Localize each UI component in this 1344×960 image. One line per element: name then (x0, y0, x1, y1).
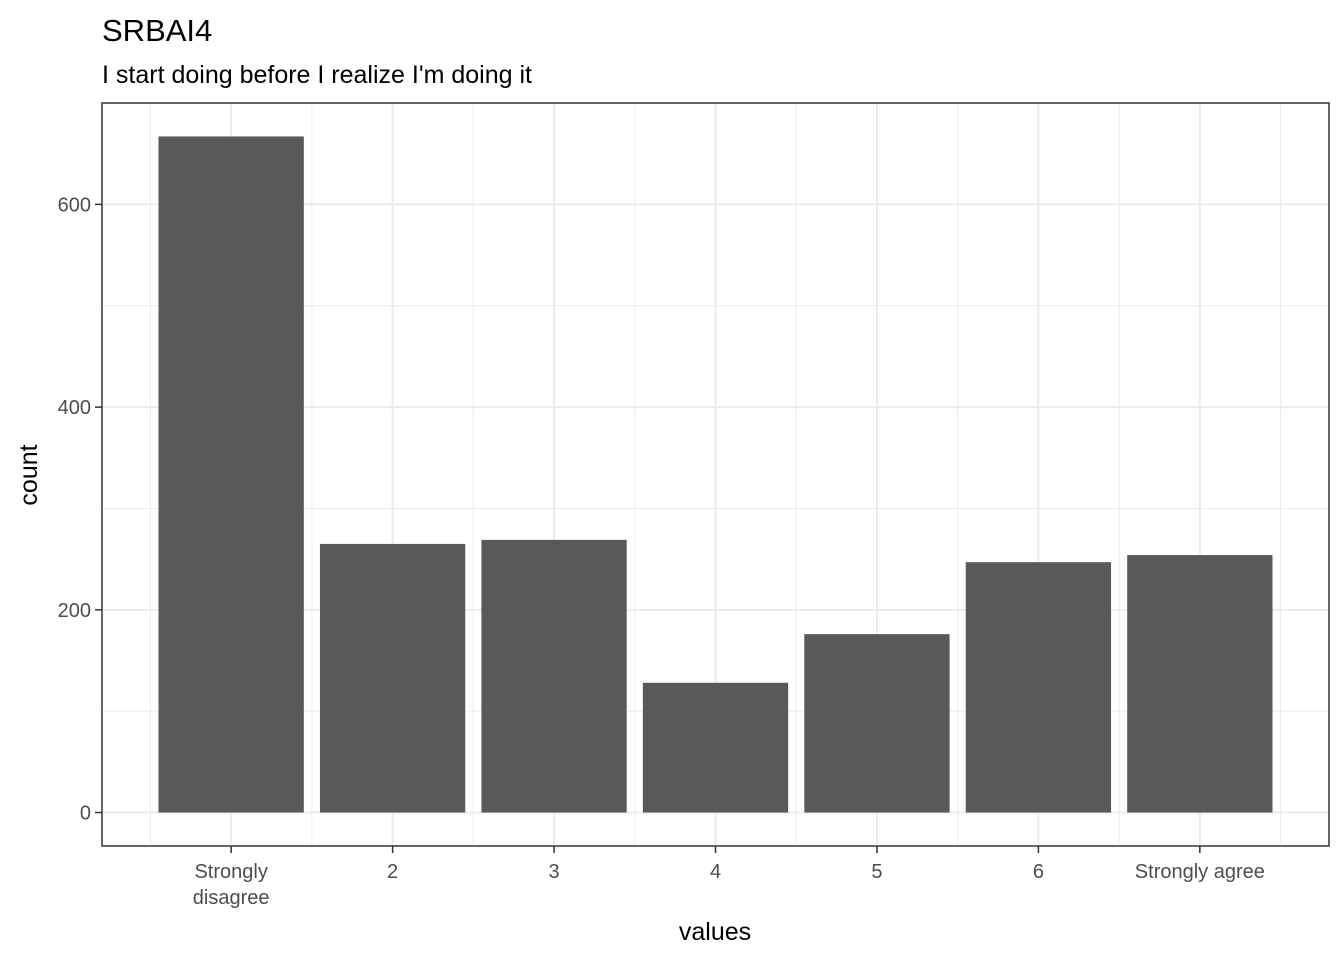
bar (1127, 555, 1273, 813)
x-tick-label: Strongly (194, 861, 267, 883)
x-tick-label: disagree (193, 887, 270, 909)
y-tick-label: 0 (80, 803, 91, 825)
x-tick-label: 6 (1033, 861, 1044, 883)
chart-title: SRBAI4 (102, 13, 212, 48)
bar (965, 562, 1112, 813)
y-axis-title: count (15, 444, 43, 505)
bars (158, 136, 1273, 813)
bar (804, 634, 950, 813)
y-axis: 0 200 400 600 (58, 194, 102, 825)
bar (642, 682, 789, 813)
bar (481, 539, 627, 813)
x-tick-label: 4 (710, 861, 721, 883)
x-tick-label: 5 (871, 861, 882, 883)
x-tick-label: 2 (387, 861, 398, 883)
y-tick-label: 400 (58, 397, 91, 419)
chart-subtitle: I start doing before I realize I'm doing… (102, 61, 532, 89)
y-tick-label: 600 (58, 194, 91, 216)
x-axis-title: values (679, 918, 751, 946)
x-axis: Strongly disagree 2 3 4 5 6 Strongly agree (193, 846, 1265, 909)
bar (158, 136, 304, 813)
y-tick-label: 200 (58, 600, 91, 622)
x-tick-label: 3 (548, 861, 559, 883)
x-tick-label: Strongly agree (1135, 861, 1265, 883)
bar (319, 543, 466, 813)
